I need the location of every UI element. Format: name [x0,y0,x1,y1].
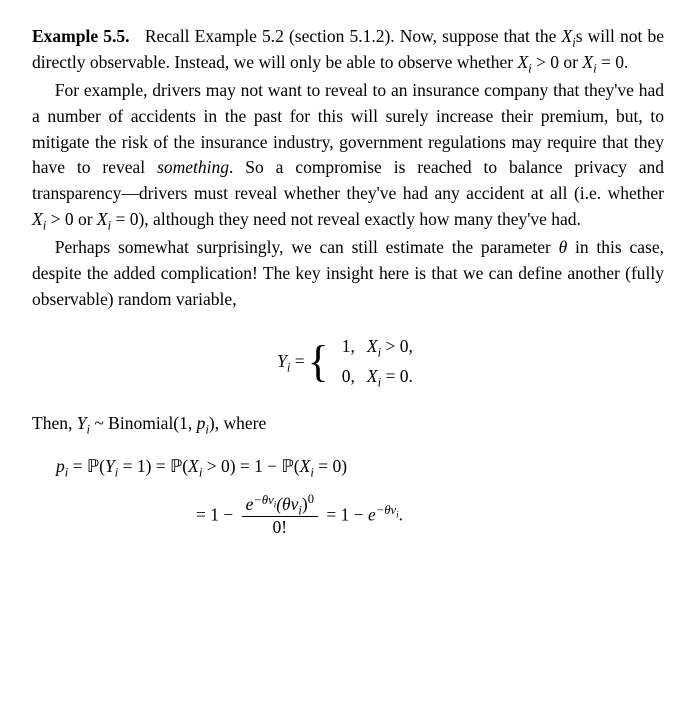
p4-text-c: ), where [209,413,266,433]
p4-text-a: Then, [32,413,77,433]
paragraph-2: For example, drivers may not want to rev… [32,78,664,233]
xi-eq0-2: Xi = 0 [97,209,139,229]
xi-1: Xi [562,26,576,46]
eq-pi-line2: = 1 − e−θvi(θvi)0 0! = 1 − e−θvi. [56,494,403,539]
xi-eq0-1: Xi = 0 [582,52,624,72]
something: something [157,157,229,177]
fraction: e−θvi(θvi)0 0! [242,494,318,539]
case2-val: 0, [336,362,361,392]
paragraph-4: Then, Yi ~ Binomial(1, pi), where [32,411,664,437]
p3-text-a: Perhaps somewhat surprisingly, we can st… [55,237,559,257]
eq-pi-line1: pi = ℙ(Yi = 1) = ℙ(Xi > 0) = 1 − ℙ(Xi = … [56,454,403,480]
xi-gt0-2: Xi > 0 [32,209,74,229]
p4-text-b: ~ Binomial(1, [90,413,197,433]
theta: θ [559,237,568,257]
case2-cond: Xi = 0. [361,362,419,392]
pi: pi [197,413,209,433]
eq1-lhs: Yi [277,351,290,371]
paragraph-1: Example 5.5. Recall Example 5.2 (section… [32,24,664,76]
example-label: Example 5.5. [32,26,129,46]
p2-text-d: ), although they need not reveal exactly… [138,209,580,229]
left-brace: { [307,331,335,393]
Yi: Yi [77,413,90,433]
p2-text-c: or [74,209,97,229]
case1-val: 1, [336,332,361,362]
p1-text-c: or [559,52,582,72]
paragraph-3: Perhaps somewhat surprisingly, we can st… [32,235,664,313]
case1-cond: Xi > 0, [361,332,419,362]
equation-Yi-cases: Yi = { 1, Xi > 0, 0, Xi = 0. [32,331,664,393]
p1-text-d: . [624,52,628,72]
p1-text-a: Recall Example 5.2 (section 5.1.2). Now,… [145,26,562,46]
xi-gt0-1: Xi > 0 [517,52,559,72]
equation-pi: pi = ℙ(Yi = 1) = ℙ(Xi > 0) = 1 − ℙ(Xi = … [32,454,664,539]
